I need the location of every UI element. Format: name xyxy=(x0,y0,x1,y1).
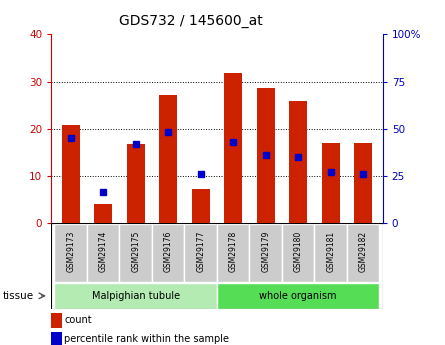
Bar xyxy=(250,224,282,282)
Bar xyxy=(119,224,152,282)
Text: tissue: tissue xyxy=(2,291,33,301)
Bar xyxy=(51,313,62,328)
Text: GSM29175: GSM29175 xyxy=(131,231,140,272)
Text: GSM29174: GSM29174 xyxy=(99,231,108,272)
Bar xyxy=(192,189,210,223)
Text: GSM29180: GSM29180 xyxy=(294,231,303,272)
Text: GSM29178: GSM29178 xyxy=(229,231,238,272)
Bar xyxy=(354,142,372,223)
Bar xyxy=(152,224,184,282)
Bar xyxy=(94,204,112,223)
Bar xyxy=(62,125,80,223)
Bar xyxy=(282,224,315,282)
Bar xyxy=(217,283,380,309)
Bar xyxy=(54,224,87,282)
Bar xyxy=(217,224,250,282)
Bar xyxy=(257,88,275,223)
Text: GSM29177: GSM29177 xyxy=(196,231,205,272)
Text: GSM29181: GSM29181 xyxy=(326,231,335,272)
Text: GSM29176: GSM29176 xyxy=(164,231,173,272)
Text: count: count xyxy=(64,315,92,325)
Bar xyxy=(159,95,177,223)
Bar xyxy=(184,224,217,282)
Text: GDS732 / 145600_at: GDS732 / 145600_at xyxy=(118,14,262,28)
Bar xyxy=(322,142,340,223)
Text: percentile rank within the sample: percentile rank within the sample xyxy=(64,334,229,344)
Bar xyxy=(87,224,119,282)
Bar xyxy=(51,332,62,345)
Bar xyxy=(54,283,217,309)
Text: GSM29173: GSM29173 xyxy=(66,231,75,272)
Text: Malpighian tubule: Malpighian tubule xyxy=(92,291,180,301)
Bar xyxy=(347,224,380,282)
Bar xyxy=(315,224,347,282)
Bar xyxy=(127,144,145,223)
Bar xyxy=(224,73,242,223)
Bar xyxy=(289,101,307,223)
Text: GSM29179: GSM29179 xyxy=(261,231,270,272)
Text: whole organism: whole organism xyxy=(259,291,337,301)
Text: GSM29182: GSM29182 xyxy=(359,231,368,272)
